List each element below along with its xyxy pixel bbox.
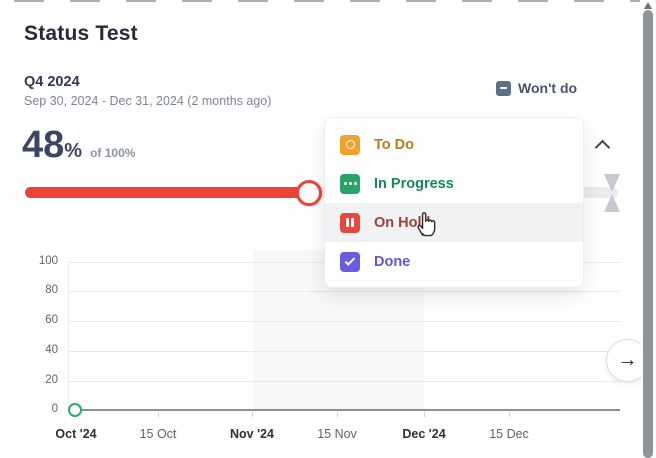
chevron-up-icon[interactable] — [594, 139, 611, 156]
ellipsis-icon — [340, 173, 360, 194]
status-dropdown-menu: To Do In Progress On Hold Done — [324, 117, 584, 288]
pause-icon — [340, 212, 360, 233]
scrollbar-thumb[interactable] — [643, 10, 653, 458]
progress-slider-max-handle[interactable] — [604, 174, 620, 212]
wont-do-legend[interactable]: Won't do — [496, 80, 577, 96]
chart-axis-line — [68, 409, 620, 411]
progress-line-chart: 100 80 60 40 20 0 Oct '24 15 Oct Nov '24… — [0, 245, 656, 458]
x-axis-label: 15 Dec — [489, 427, 529, 441]
menu-item-label: In Progress — [374, 175, 454, 192]
gridline-20 — [68, 381, 620, 382]
x-axis-label: Oct '24 — [55, 427, 97, 441]
scrollbar-up-arrow-icon[interactable] — [644, 2, 652, 9]
x-axis-label: 15 Oct — [139, 427, 177, 441]
top-edge-content-fragment — [0, 0, 640, 2]
menu-item-label: To Do — [374, 136, 414, 153]
y-axis-label: 20 — [45, 374, 58, 386]
menu-item-to-do[interactable]: To Do — [325, 125, 583, 164]
arrow-right-icon: → — [617, 349, 638, 371]
gridline-40 — [68, 351, 620, 352]
progress-value: 48 — [22, 124, 65, 166]
progress-slider-handle[interactable] — [296, 180, 322, 206]
wont-do-label: Won't do — [518, 80, 578, 96]
scrollbar[interactable] — [641, 0, 656, 458]
progress-readout: 48 % of 100% — [22, 126, 135, 164]
y-axis-label: 0 — [51, 403, 58, 415]
period-name: Q4 2024 — [24, 74, 80, 90]
progress-slider-fill — [25, 187, 310, 198]
period-date-range: Sep 30, 2024 - Dec 31, 2024 (2 months ag… — [24, 94, 272, 108]
x-axis-label: 15 Nov — [317, 427, 357, 441]
minus-icon — [496, 80, 511, 96]
gridline-60 — [68, 321, 620, 322]
x-axis-label: Dec '24 — [402, 427, 446, 441]
menu-item-label: Done — [374, 253, 411, 270]
x-axis-tick — [424, 412, 425, 417]
x-axis-tick — [337, 412, 338, 417]
menu-item-in-progress[interactable]: In Progress — [325, 164, 583, 203]
x-axis-tick — [509, 412, 510, 417]
chart-start-point-marker — [68, 403, 82, 417]
x-axis-label: Nov '24 — [230, 427, 274, 441]
y-axis-label: 40 — [45, 344, 58, 356]
circle-icon — [340, 134, 360, 155]
menu-item-label: On Hold — [374, 214, 431, 231]
x-axis-tick — [158, 412, 159, 417]
y-axis-label: 100 — [38, 255, 58, 267]
progress-percent-sign: % — [64, 140, 83, 162]
y-axis-label: 60 — [45, 314, 58, 326]
page-title: Status Test — [24, 22, 138, 45]
y-axis-line — [68, 262, 69, 410]
progress-of-label: of 100% — [90, 146, 136, 160]
gridline-80 — [68, 291, 620, 292]
check-icon — [340, 251, 360, 272]
y-axis-label: 80 — [45, 284, 58, 296]
x-axis-tick — [252, 412, 253, 417]
menu-item-on-hold[interactable]: On Hold — [325, 203, 583, 242]
menu-item-done[interactable]: Done — [325, 242, 583, 281]
